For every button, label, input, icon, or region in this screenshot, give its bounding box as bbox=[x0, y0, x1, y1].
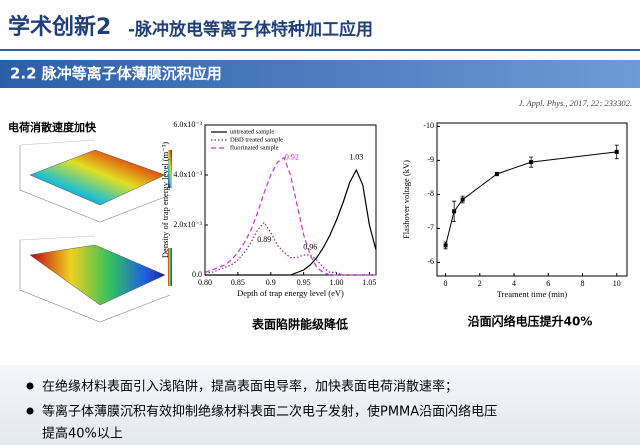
x-tick-label: 0 bbox=[444, 279, 448, 288]
series-line bbox=[204, 156, 376, 276]
y-tick-label: 2.0x10⁻³ bbox=[173, 220, 202, 229]
legend-label: DBD treated sample bbox=[230, 136, 283, 143]
citation: J. Appl. Phys., 2017, 22: 233302. bbox=[519, 98, 632, 108]
section-band bbox=[0, 60, 640, 88]
surface-plot-bottom bbox=[19, 235, 172, 323]
x-tick-label: 0.80 bbox=[198, 278, 212, 287]
data-point bbox=[529, 160, 534, 165]
y-tick-label: -7 bbox=[427, 223, 434, 232]
x-tick-label: 0.9 bbox=[266, 278, 276, 287]
data-point bbox=[614, 149, 619, 154]
bullet-text: 在绝缘材料表面引入浅陷阱，提高表面电导率，加快表面电荷消散速率； bbox=[42, 379, 458, 395]
title-main: 学术创新2 bbox=[8, 14, 111, 40]
section-title: 2.2 脉冲等离子体薄膜沉积应用 bbox=[10, 65, 222, 83]
x-tick-label: 4 bbox=[512, 279, 516, 288]
x-tick-label: 8 bbox=[580, 279, 584, 288]
y-tick-label: -8 bbox=[427, 189, 434, 198]
left-caption: 电荷消散速度加快 bbox=[8, 120, 97, 134]
caption: 沿面闪络电压提升40% bbox=[467, 314, 593, 329]
series-line bbox=[205, 168, 377, 276]
x-axis-label: Treament time (min) bbox=[497, 289, 568, 299]
y-tick-label: -10 bbox=[423, 121, 434, 130]
legend-label: untreated sample bbox=[230, 128, 274, 135]
y-tick-label: 0.0 bbox=[192, 270, 202, 279]
x-axis-label: Depth of trap energy level (eV) bbox=[237, 288, 344, 298]
series-line bbox=[445, 151, 617, 246]
x-tick-label: 0.95 bbox=[297, 278, 311, 287]
y-tick-label: -9 bbox=[427, 155, 434, 164]
annotation: 0.96 bbox=[303, 242, 317, 251]
bullet-dot bbox=[26, 382, 34, 390]
plot-frame bbox=[436, 122, 628, 277]
title-sub: -脉冲放电等离子体特种加工应用 bbox=[128, 19, 373, 40]
x-tick-label: 2 bbox=[478, 279, 482, 288]
x-tick-label: 1.05 bbox=[362, 278, 376, 287]
data-point bbox=[443, 243, 448, 248]
y-axis-label: Flashover voltage (kV) bbox=[401, 160, 411, 239]
caption: 表面陷阱能级降低 bbox=[251, 317, 348, 332]
bullet-text: 提高40%以上 bbox=[42, 426, 123, 442]
y-axis-label: Density of trap energy level (m⁻³) bbox=[160, 142, 170, 258]
x-tick-label: 0.85 bbox=[231, 278, 245, 287]
y-tick-label: 4.0x10⁻³ bbox=[173, 170, 202, 179]
x-tick-label: 6 bbox=[546, 279, 550, 288]
data-point bbox=[494, 172, 499, 176]
series-line bbox=[205, 221, 376, 276]
annotation: 0.92 bbox=[285, 152, 299, 161]
data-point bbox=[460, 197, 465, 202]
annotation: 0.89 bbox=[257, 235, 271, 244]
bullet-text: 等离子体薄膜沉积有效抑制绝缘材料表面二次电子发射，使PMMA沿面闪络电压 bbox=[42, 404, 497, 420]
y-tick-label: 6.0x10⁻³ bbox=[173, 120, 202, 129]
legend-label: fluorinated sample bbox=[230, 144, 279, 151]
surface-plot-top bbox=[19, 139, 172, 223]
bullet-panel bbox=[0, 365, 640, 445]
bullet-dot bbox=[26, 407, 34, 415]
y-tick-label: -6 bbox=[427, 257, 434, 266]
x-tick-label: 10 bbox=[613, 279, 621, 288]
annotation: 1.03 bbox=[349, 152, 363, 161]
x-tick-label: 1.00 bbox=[330, 278, 344, 287]
data-point bbox=[452, 209, 457, 214]
